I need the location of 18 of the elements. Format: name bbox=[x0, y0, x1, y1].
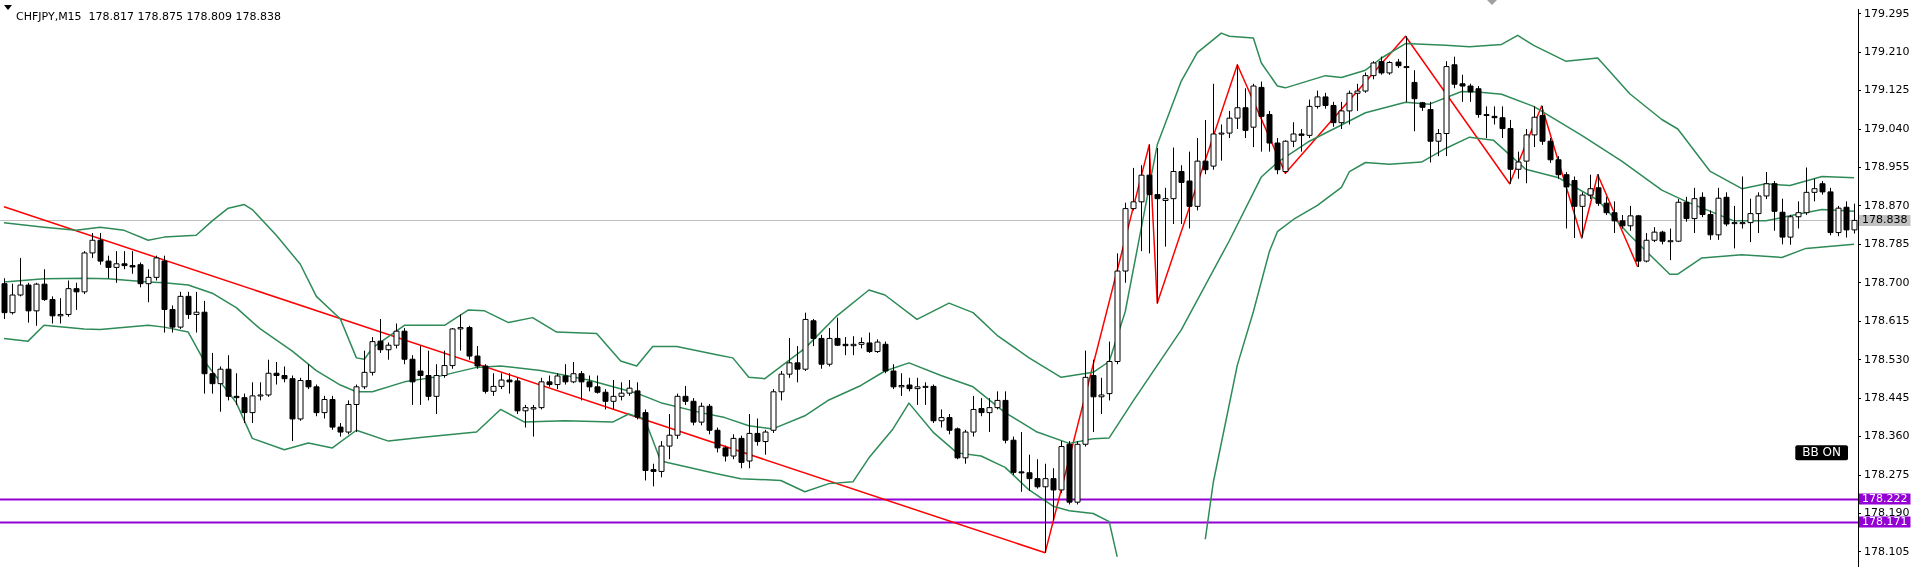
y-tick-label: 178.700 bbox=[1864, 275, 1910, 289]
annotation: BB ON bbox=[1802, 445, 1841, 460]
y-tick-label: 178.615 bbox=[1864, 314, 1910, 328]
y-tick-label: 179.210 bbox=[1864, 44, 1910, 58]
y-tick-label: 179.125 bbox=[1864, 83, 1910, 97]
y-tick-label: 178.360 bbox=[1864, 429, 1910, 443]
y-tick-label: 178.530 bbox=[1864, 352, 1910, 366]
y-tick-label: 178.445 bbox=[1864, 391, 1910, 404]
y-tick-label: 178.275 bbox=[1864, 467, 1910, 481]
y-tick-label: 179.295 bbox=[1864, 6, 1910, 20]
y-tick-label: 178.785 bbox=[1864, 237, 1910, 251]
ref-line-label: 178.838 bbox=[1862, 213, 1908, 227]
y-tick-label: 178.955 bbox=[1864, 160, 1910, 174]
y-tick-label: 179.040 bbox=[1864, 121, 1910, 135]
chart-title: CHFJPY,M15 178.817 178.875 178.809 178.838 bbox=[16, 10, 282, 24]
y-tick-label: 178.870 bbox=[1864, 198, 1910, 212]
y-tick-label: 178.105 bbox=[1864, 544, 1910, 558]
ref-line-label: 178.222 bbox=[1862, 491, 1908, 505]
